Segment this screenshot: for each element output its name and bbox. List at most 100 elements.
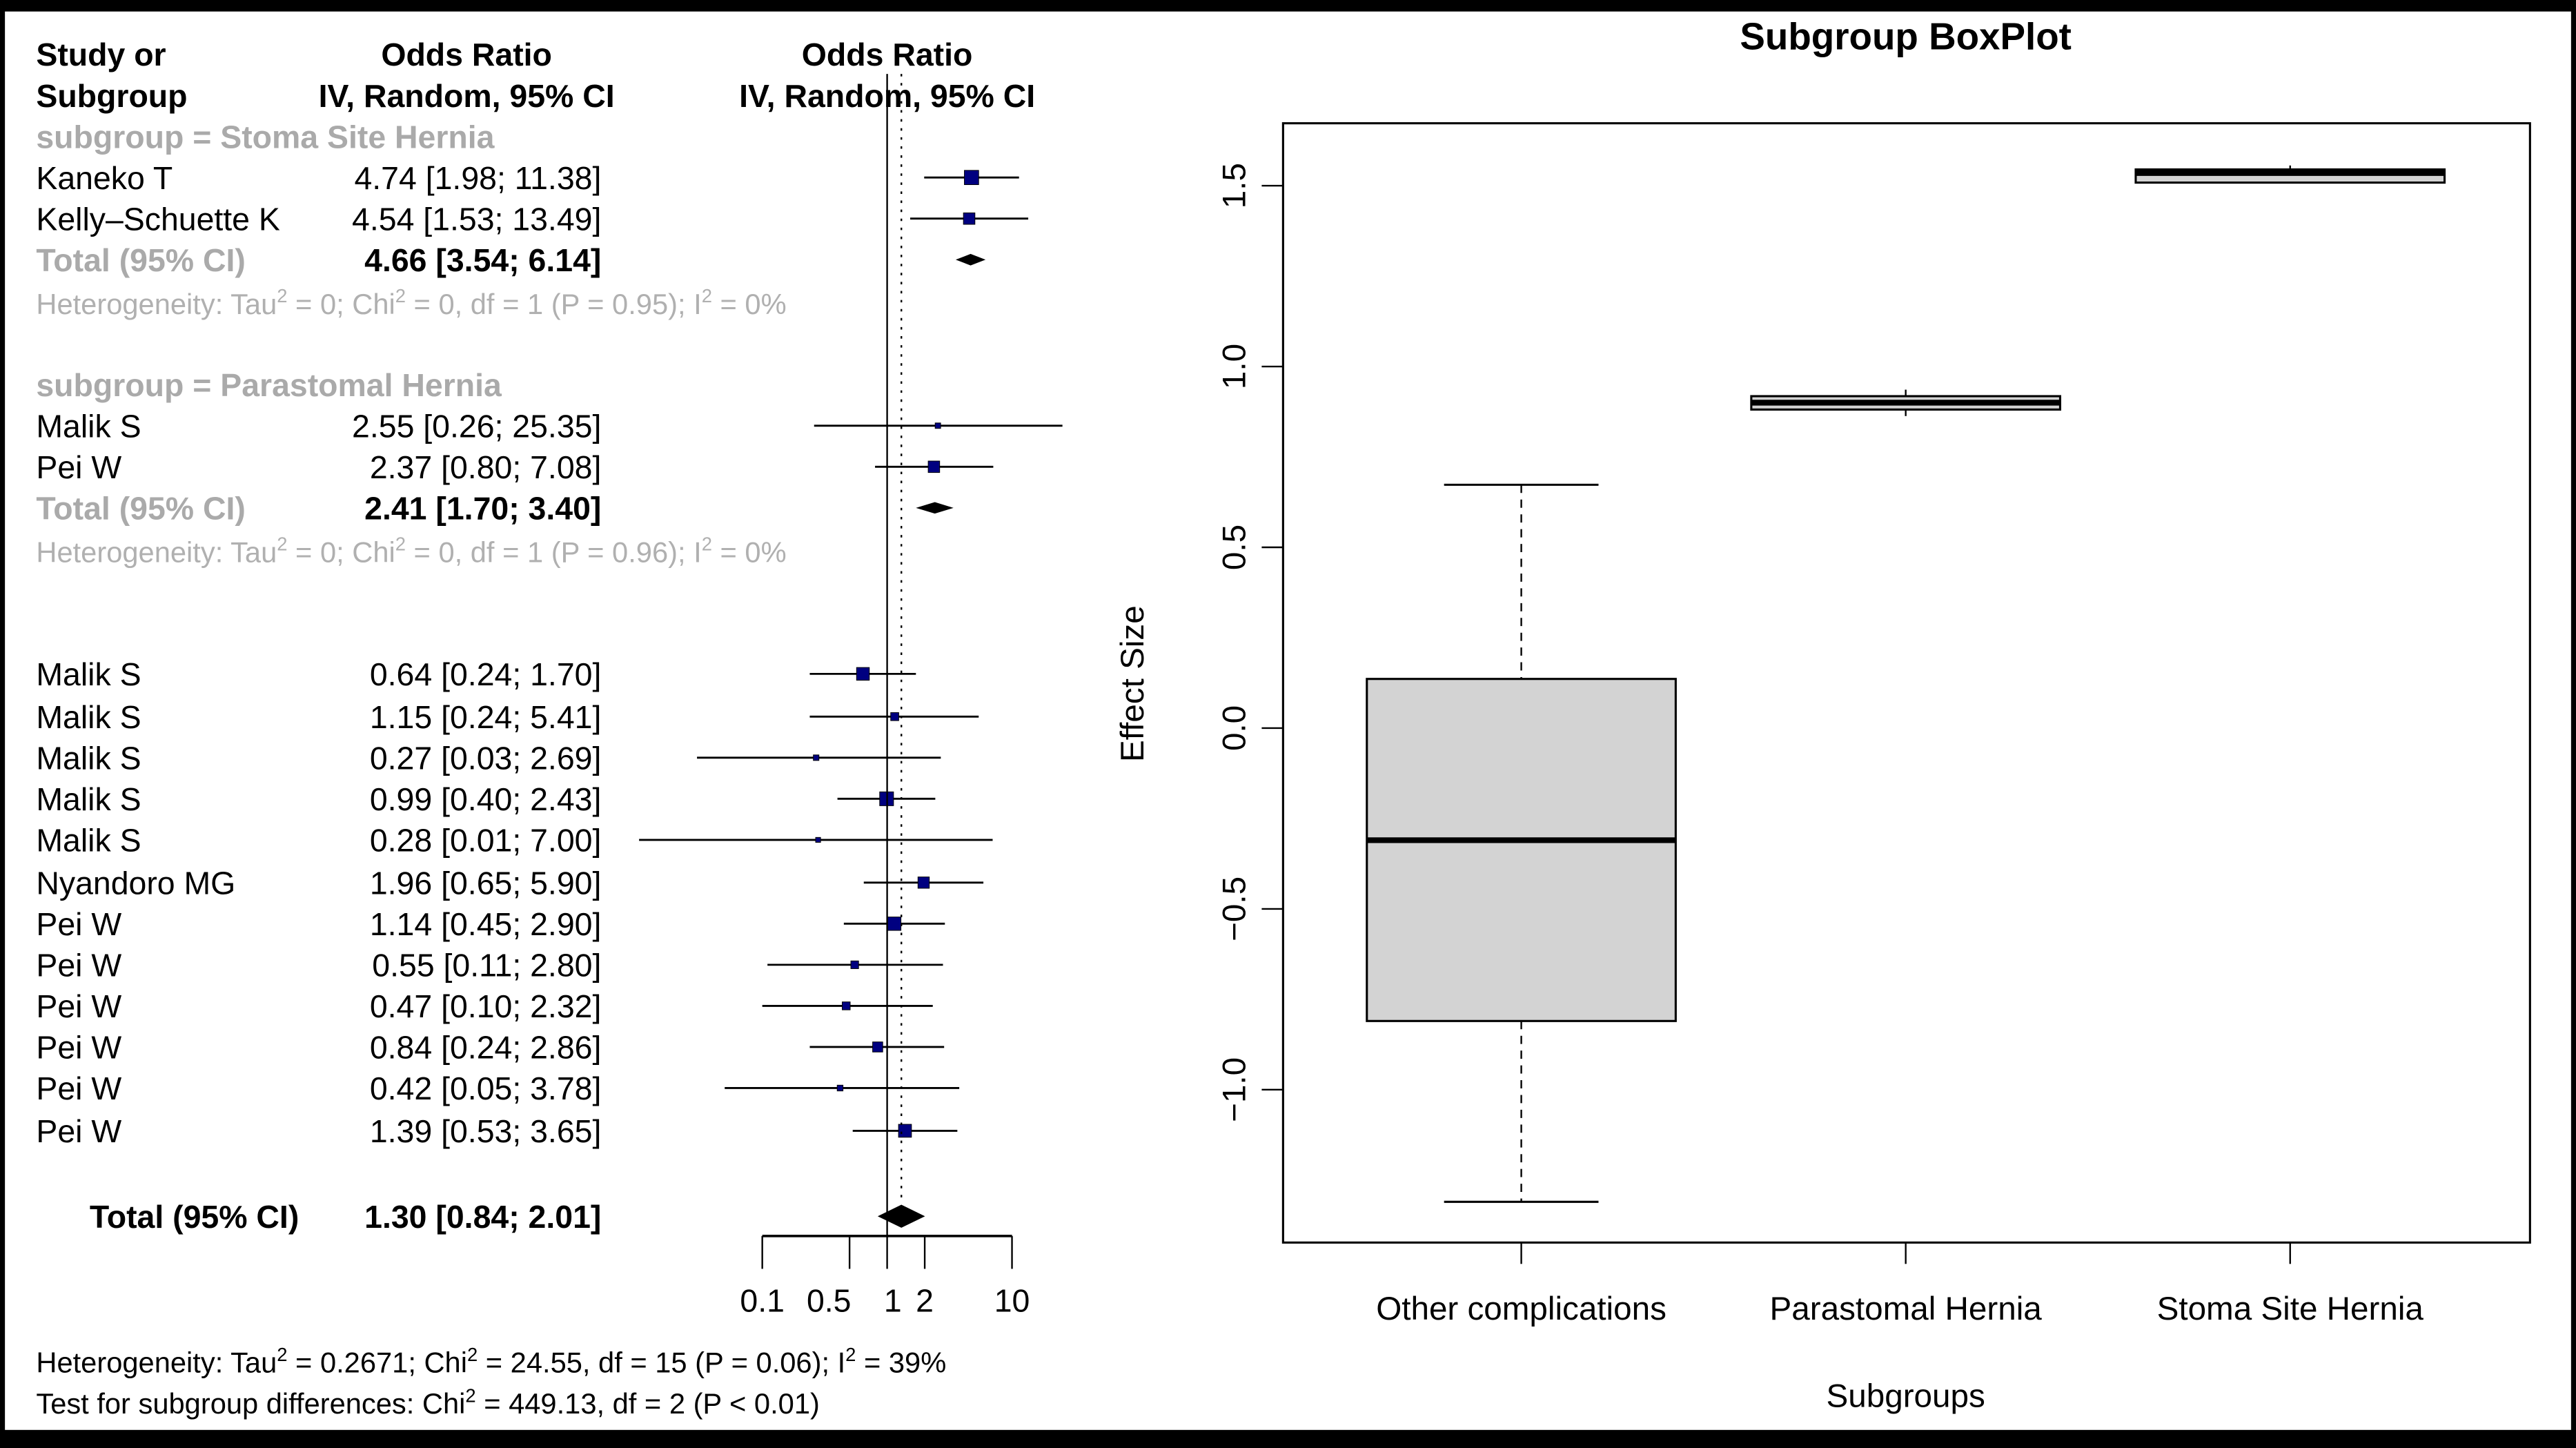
study-name: Malik S xyxy=(36,699,141,735)
effect-square xyxy=(815,836,821,843)
study-name: Pei W xyxy=(36,449,121,485)
y-tick-label: −0.5 xyxy=(1217,877,1253,941)
study-or-ci: 0.84 [0.24; 2.86] xyxy=(370,1030,602,1066)
effect-square xyxy=(872,1041,883,1053)
subgroup-label: subgroup = Stoma Site Hernia xyxy=(36,119,495,155)
study-or-ci: 2.55 [0.26; 25.35] xyxy=(352,408,601,444)
effect-square xyxy=(887,917,902,931)
study-name: Pei W xyxy=(36,1030,121,1066)
study-or-ci: 0.28 [0.01; 7.00] xyxy=(370,823,602,859)
study-or-ci: 0.55 [0.11; 2.80] xyxy=(372,948,601,984)
x-tick-label: 1 xyxy=(884,1282,902,1318)
boxplot-y-axis: −1.0 −0.5 0.0 0.5 1.0 1.5 xyxy=(1217,163,1284,1122)
effect-square xyxy=(934,422,941,429)
effect-square xyxy=(856,667,870,681)
study-or-ci: 0.27 [0.03; 2.69] xyxy=(370,740,602,776)
header-study-line1: Study or xyxy=(36,37,166,72)
x-axis-label: Subgroups xyxy=(1827,1378,1985,1414)
subgroup-heterogeneity: Heterogeneity: Tau2 = 0; Chi2 = 0, df = … xyxy=(36,534,786,569)
heterogeneity-part: Heterogeneity: Tau xyxy=(36,288,277,320)
superscript: 2 xyxy=(395,285,406,306)
heterogeneity-part: Heterogeneity: Tau xyxy=(36,536,277,568)
study-or-ci: 0.42 [0.05; 3.78] xyxy=(370,1070,602,1106)
heterogeneity-part: = 0% xyxy=(712,536,787,568)
study-or-ci: 1.39 [0.53; 3.65] xyxy=(370,1113,602,1149)
x-tick-label: 2 xyxy=(916,1282,934,1318)
y-tick-label: 1.5 xyxy=(1217,163,1253,208)
header-study-line2: Subgroup xyxy=(36,78,187,114)
heterogeneity-part: = 0; Chi xyxy=(287,536,395,568)
y-axis-label: Effect Size xyxy=(1114,605,1151,762)
study-name: Malik S xyxy=(36,408,141,444)
footer-subgroup-test: Test for subgroup differences: Chi2 = 44… xyxy=(36,1385,820,1420)
box-iqr xyxy=(1366,678,1677,1022)
study-name: Malik S xyxy=(36,656,141,692)
boxplot-boxes xyxy=(1366,165,2446,1203)
x-tick-label: 0.5 xyxy=(807,1282,852,1318)
study-name: Pei W xyxy=(36,1070,121,1106)
subgroup-diamond xyxy=(916,502,954,514)
study-name: Pei W xyxy=(36,906,121,942)
figure-background xyxy=(5,11,2571,1430)
study-or-ci: 4.54 [1.53; 13.49] xyxy=(352,201,601,237)
study-name: Malik S xyxy=(36,823,141,859)
study-name: Kelly–Schuette K xyxy=(36,201,280,237)
y-tick-label: 1.0 xyxy=(1217,344,1253,389)
effect-square xyxy=(963,212,976,225)
heterogeneity-part: = 0% xyxy=(712,288,787,320)
header-plot-line1: Odds Ratio xyxy=(802,37,973,72)
overall-total-label: Total (95% CI) xyxy=(90,1199,299,1235)
forest-plot: Study or Subgroup Odds Ratio IV, Random,… xyxy=(36,37,1063,1420)
header-or-line2: IV, Random, 95% CI xyxy=(319,78,615,114)
subgroup-label: subgroup = Parastomal Hernia xyxy=(36,367,502,403)
subgroup-total-label: Total (95% CI) xyxy=(36,242,245,278)
effect-square xyxy=(813,754,820,761)
study-name: Kaneko T xyxy=(36,160,173,196)
boxplot-x-axis: Other complications Parastomal Hernia Stom… xyxy=(1376,1242,2423,1327)
heterogeneity-part: = 0, df = 1 (P = 0.95); I xyxy=(406,288,702,320)
x-tick-label: 10 xyxy=(994,1282,1030,1318)
heterogeneity-part: = 0, df = 1 (P = 0.96); I xyxy=(406,536,702,568)
study-or-ci: 4.74 [1.98; 11.38] xyxy=(354,160,601,196)
study-name: Malik S xyxy=(36,740,141,776)
forest-rows: subgroup = Stoma Site Hernia Kaneko T 4.74… xyxy=(36,119,786,1235)
effect-square xyxy=(964,170,979,186)
forest-x-axis: 0.1 0.5 1 2 10 xyxy=(740,74,1030,1318)
study-or-ci: 0.47 [0.10; 2.32] xyxy=(370,988,602,1024)
subgroup-total-value: 2.41 [1.70; 3.40] xyxy=(364,491,601,527)
effect-square xyxy=(890,712,899,721)
x-tick-label: 0.1 xyxy=(740,1282,785,1318)
study-or-ci: 1.14 [0.45; 2.90] xyxy=(370,906,602,942)
effect-square xyxy=(927,460,941,473)
overall-diamond xyxy=(877,1204,925,1228)
study-or-ci: 1.15 [0.24; 5.41] xyxy=(370,699,602,735)
footer-heterogeneity: Heterogeneity: Tau2 = 0.2671; Chi2 = 24.… xyxy=(36,1344,946,1379)
study-or-ci: 0.99 [0.40; 2.43] xyxy=(370,781,602,817)
superscript: 2 xyxy=(277,285,287,306)
overall-total-value: 1.30 [0.84; 2.01] xyxy=(364,1199,601,1235)
subgroup-diamond xyxy=(955,253,986,266)
study-name: Pei W xyxy=(36,988,121,1024)
superscript: 2 xyxy=(702,534,712,555)
boxplot-title: Subgroup BoxPlot xyxy=(1740,14,2071,57)
effect-square xyxy=(836,1084,844,1092)
subgroup-total-label: Total (95% CI) xyxy=(36,491,245,527)
header-or-line1: Odds Ratio xyxy=(381,37,552,72)
subgroup-total-value: 4.66 [3.54; 6.14] xyxy=(364,242,601,278)
y-tick-label: 0.5 xyxy=(1217,525,1253,570)
superscript: 2 xyxy=(702,285,712,306)
heterogeneity-part: = 0; Chi xyxy=(287,288,395,320)
x-tick-label: Parastomal Hernia xyxy=(1770,1291,2043,1327)
y-tick-label: 0.0 xyxy=(1217,705,1253,751)
x-tick-label: Other complications xyxy=(1376,1291,1666,1327)
superscript: 2 xyxy=(395,534,406,555)
y-tick-label: −1.0 xyxy=(1217,1057,1253,1122)
x-tick-label: Stoma Site Hernia xyxy=(2157,1291,2424,1327)
superscript: 2 xyxy=(277,534,287,555)
boxplot-chart: Subgroup BoxPlot −1.0 −0.5 0.0 0.5 1.0 1.5 Ot… xyxy=(1114,14,2531,1414)
effect-square xyxy=(898,1124,912,1138)
subgroup-heterogeneity: Heterogeneity: Tau2 = 0; Chi2 = 0, df = … xyxy=(36,285,786,320)
effect-square xyxy=(917,877,930,889)
effect-square xyxy=(842,1001,851,1010)
